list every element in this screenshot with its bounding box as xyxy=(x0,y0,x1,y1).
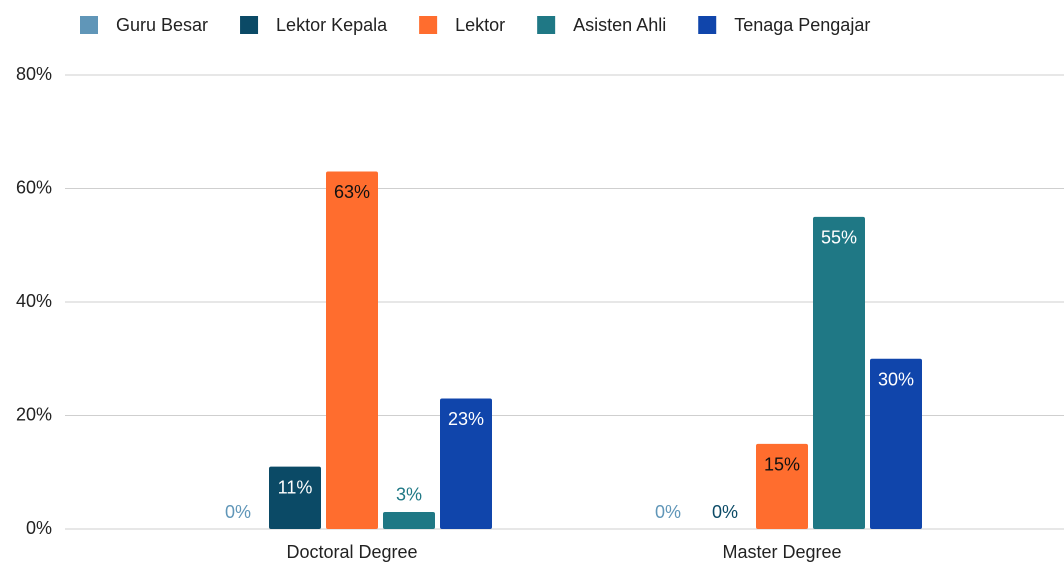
value-label: 3% xyxy=(396,485,422,505)
value-label: 11% xyxy=(278,477,313,497)
value-label: 15% xyxy=(764,455,800,475)
bar xyxy=(326,171,378,529)
legend-swatch xyxy=(240,16,259,34)
legend-label: Tenaga Pengajar xyxy=(734,15,870,35)
bar xyxy=(440,398,492,529)
legend-label: Lektor Kepala xyxy=(276,15,388,35)
legend-label: Asisten Ahli xyxy=(573,15,666,35)
x-tick-label: Doctoral Degree xyxy=(286,542,417,562)
legend-swatch xyxy=(419,16,438,34)
bar xyxy=(756,443,808,529)
value-label: 0% xyxy=(225,502,251,522)
y-tick-label: 40% xyxy=(16,291,52,311)
y-tick-label: 60% xyxy=(16,177,52,197)
legend-label: Guru Besar xyxy=(116,15,208,35)
value-label: 23% xyxy=(448,409,484,429)
value-label: 0% xyxy=(712,502,738,522)
legend-swatch xyxy=(537,16,556,34)
bar xyxy=(813,216,865,529)
value-label: 55% xyxy=(821,228,857,248)
legend-label: Lektor xyxy=(455,15,505,35)
y-tick-label: 80% xyxy=(16,64,52,84)
bar xyxy=(870,358,922,529)
legend-swatch xyxy=(698,16,717,34)
bar xyxy=(383,511,435,529)
legend-swatch xyxy=(80,16,98,34)
x-tick-label: Master Degree xyxy=(722,542,841,562)
bar xyxy=(269,466,321,529)
y-tick-label: 20% xyxy=(16,404,52,424)
value-label: 0% xyxy=(655,502,681,522)
y-tick-label: 0% xyxy=(26,518,52,538)
value-label: 63% xyxy=(334,182,370,202)
value-label: 30% xyxy=(878,370,914,390)
